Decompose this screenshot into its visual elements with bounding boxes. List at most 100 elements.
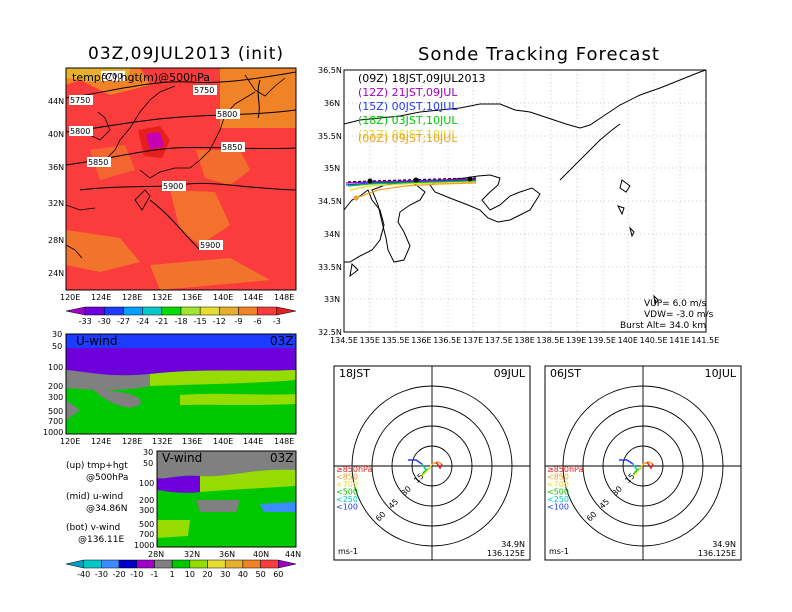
pressure-tick: 300 [48, 393, 63, 402]
right-title: Sonde Tracking Forecast [418, 44, 660, 65]
u-wind-frame [65, 333, 297, 435]
lat-axis: 44N 40N 36N 32N 28N 24N [48, 97, 64, 278]
lat-tick: 40N [253, 550, 269, 559]
colorbar-label: -1 [150, 570, 158, 579]
legend-line: (mid) u-wind [66, 492, 123, 502]
hodograph-date: 10JUL [705, 367, 737, 380]
colorbar-swatch [118, 559, 138, 569]
level-legend: <500 [547, 488, 569, 497]
contour-label: 5750 [70, 96, 90, 105]
hodograph-segment [642, 461, 654, 465]
lat-tick: 36.5N [318, 66, 342, 75]
colorbar-swatch [276, 306, 297, 316]
hodograph-segment [408, 459, 423, 465]
level-legend: <500 [336, 488, 358, 497]
hodograph-segment [632, 463, 644, 477]
colorbar-label: -24 [136, 317, 149, 326]
pressure-tick: 700 [48, 417, 63, 426]
lon-tick: 148E [274, 293, 294, 302]
contour-label: 5850 [88, 158, 108, 167]
level-legend: <700 [547, 480, 569, 489]
hodograph-segment [431, 461, 443, 465]
colorbar-label: -30 [98, 317, 111, 326]
lon-tick: 144E [243, 437, 263, 446]
lon-tick: 136.5E [433, 336, 461, 345]
lon-tick: 132E [152, 437, 172, 446]
v-wind-panel [157, 451, 296, 547]
lat-tick: 24N [48, 269, 64, 278]
level-legend: <250 [336, 495, 358, 504]
lon-tick: 144E [243, 293, 263, 302]
colorbar-label: -9 [235, 317, 243, 326]
site-lat: 34.9N [501, 540, 525, 549]
v-wind-title: V-wind [162, 451, 202, 465]
colorbar-label: 60 [273, 570, 283, 579]
colorbar-swatch [278, 559, 297, 569]
lon-tick: 128E [122, 437, 142, 446]
colorbar-label: 10 [185, 570, 195, 579]
colorbar-swatch [207, 559, 226, 569]
sonde-tracks [345, 176, 477, 201]
lon-tick: 137E [463, 336, 483, 345]
lon-tick: 140E [618, 336, 638, 345]
contour-label: 5700 [102, 72, 122, 81]
lon-tick: 141.5E [691, 336, 719, 345]
lat-tick: 28N [48, 236, 64, 245]
pressure-tick: 50 [143, 459, 153, 468]
lat-tick: 35.5N [318, 132, 342, 141]
site-lon: 136.125E [698, 549, 736, 558]
level-legend: <100 [336, 503, 358, 512]
lon-tick: 140E [213, 437, 233, 446]
colorbar-swatch [65, 559, 84, 569]
colorbar-label: -3 [273, 317, 281, 326]
lon-tick: 140.5E [640, 336, 668, 345]
hodograph-date: 09JUL [494, 367, 526, 380]
colorbar-label: -20 [113, 570, 126, 579]
param-line: VDW= -3.0 m/s [644, 310, 714, 320]
launch-legend: (09Z) 18JST,09JUL2013 (12Z) 21JST,09JUL … [358, 72, 485, 145]
unit-label: ms-1 [338, 547, 358, 556]
level-legend: <700 [336, 480, 358, 489]
pressure-tick: 30 [143, 448, 153, 457]
contour-label: 5800 [217, 110, 237, 119]
pressure-tick: 200 [139, 496, 154, 505]
colorbar-label: -21 [155, 317, 168, 326]
pressure-tick: 300 [139, 506, 154, 515]
pressure-tick: 30 [52, 330, 62, 339]
lat-tick: 44N [48, 97, 64, 106]
colorbar-swatch [65, 306, 86, 316]
colorbar-label: -6 [254, 317, 262, 326]
param-line: Burst Alt= 34.0 km [620, 321, 706, 331]
panel-legend: (up) tmp+hgt @500hPa (mid) u-wind @34.86… [66, 461, 128, 545]
colorbar-label: -15 [194, 317, 207, 326]
pressure-tick: 100 [48, 363, 63, 372]
hodograph-segment [435, 461, 443, 470]
colorbar-label: 1 [170, 570, 175, 579]
colorbar-label: 20 [202, 570, 212, 579]
colorbar-swatch [154, 559, 173, 569]
level-legend: ≥850hPa [547, 465, 584, 474]
lon-tick: 141E [669, 336, 689, 345]
launch-entry: (15Z) 00JST,10JUL [358, 100, 458, 113]
pressure-tick: 100 [139, 479, 154, 488]
colorbar-swatch [199, 306, 220, 316]
u-wind-panel [66, 334, 296, 434]
colorbar-label: -27 [117, 317, 130, 326]
lon-tick: 120E [60, 293, 80, 302]
legend-line: (bot) v-wind [66, 523, 120, 533]
pressure-tick: 500 [48, 407, 63, 416]
launch-entry: (21Z) 06JST,10JUL [358, 128, 458, 141]
v-wind-pressure-axis: 30 50 100 200 300 500 700 1000 [134, 448, 154, 550]
site-lon: 136.125E [487, 549, 525, 558]
hodograph-segment [646, 461, 654, 470]
lon-tick: 136E [411, 336, 431, 345]
lon-tick: 135E [360, 336, 380, 345]
contour-label: 5800 [70, 127, 90, 136]
lat-tick: 32N [184, 550, 200, 559]
colorbar-swatch [171, 559, 191, 569]
lon-tick: 140E [213, 293, 233, 302]
lon-tick: 120E [60, 437, 80, 446]
